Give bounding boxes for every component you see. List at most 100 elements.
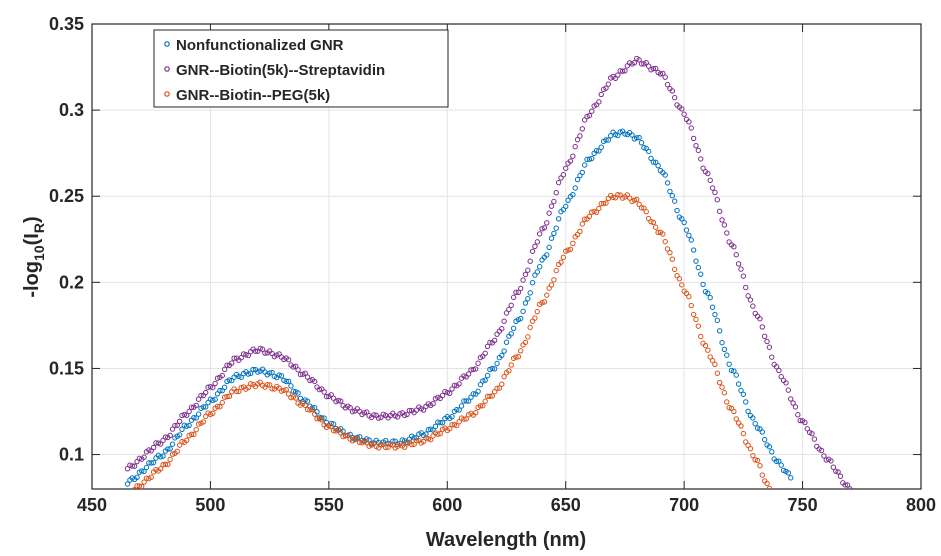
data-point (773, 364, 780, 370)
data-point (131, 463, 138, 469)
data-point (167, 456, 173, 463)
data-point (181, 411, 188, 418)
data-point (513, 289, 519, 296)
data-point (179, 426, 185, 432)
data-point (297, 371, 304, 378)
data-point (217, 387, 223, 394)
data-point (679, 282, 685, 288)
data-point (560, 172, 567, 178)
data-point (456, 407, 462, 413)
data-point (513, 354, 519, 360)
data-point (603, 137, 609, 143)
data-point (264, 382, 270, 388)
data-point (383, 444, 389, 451)
data-point (356, 439, 363, 446)
data-point (167, 446, 173, 452)
data-point (740, 391, 747, 397)
data-point (221, 394, 228, 400)
data-point (731, 368, 737, 374)
data-point (169, 451, 176, 457)
data-point (518, 285, 524, 292)
data-point (148, 460, 154, 466)
data-point (619, 68, 626, 74)
data-point (719, 339, 725, 346)
data-point (302, 370, 308, 376)
x-tick-label: 550 (314, 495, 344, 515)
data-point (247, 381, 254, 387)
data-point (551, 277, 557, 283)
data-point (219, 399, 225, 406)
data-point (553, 225, 559, 231)
data-point (423, 435, 429, 441)
data-point (671, 266, 678, 273)
data-point (740, 430, 747, 437)
data-point (293, 363, 299, 370)
data-point (510, 294, 517, 301)
data-point (731, 243, 737, 250)
data-point (499, 381, 505, 387)
data-point (162, 434, 169, 440)
data-point (714, 317, 720, 324)
data-point (671, 198, 678, 204)
data-point (828, 458, 834, 464)
data-point (664, 180, 671, 186)
data-point (596, 148, 602, 154)
data-point (667, 188, 673, 195)
data-point (527, 324, 533, 331)
data-point (785, 470, 792, 476)
data-point (487, 393, 493, 399)
data-point (520, 277, 526, 283)
data-point (484, 372, 491, 379)
data-point (245, 371, 252, 377)
data-point (721, 346, 728, 353)
data-point (276, 372, 282, 378)
x-tick-label: 450 (77, 495, 107, 515)
data-point (754, 457, 761, 464)
legend-label-series-2: GNR--Biotin--PEG(5k) (176, 87, 330, 104)
data-point (544, 252, 550, 258)
data-point (833, 468, 839, 474)
data-point (679, 216, 685, 222)
data-point (132, 487, 138, 489)
data-point (364, 409, 370, 415)
data-point (596, 99, 602, 105)
data-point (153, 440, 159, 446)
data-point (603, 200, 609, 206)
data-point (446, 390, 453, 396)
data-point (714, 370, 720, 376)
data-point (522, 300, 529, 306)
y-tick-label: 0.3 (59, 100, 84, 120)
data-point (705, 290, 711, 296)
data-point (605, 81, 612, 87)
data-point (615, 72, 621, 78)
data-point (470, 366, 477, 373)
data-point (769, 449, 775, 455)
data-point (783, 380, 789, 386)
data-point (802, 419, 808, 426)
data-point (409, 441, 415, 448)
data-point (657, 71, 664, 77)
data-point (210, 410, 216, 416)
data-point (686, 232, 692, 239)
data-point (148, 474, 154, 480)
data-point (238, 374, 244, 380)
data-point (378, 442, 384, 448)
data-point (757, 316, 763, 322)
x-tick-label: 750 (788, 495, 818, 515)
data-point (454, 406, 460, 413)
data-point (785, 387, 792, 393)
data-point (797, 417, 803, 424)
data-point (309, 406, 315, 413)
data-point (477, 381, 484, 388)
data-point (577, 133, 583, 139)
data-point (655, 229, 661, 236)
data-point (837, 473, 844, 479)
data-point (420, 407, 427, 413)
data-point (139, 468, 145, 474)
data-point (617, 129, 623, 135)
data-point (257, 345, 263, 352)
data-point (501, 348, 507, 354)
data-point (451, 382, 458, 388)
data-point (738, 387, 744, 394)
